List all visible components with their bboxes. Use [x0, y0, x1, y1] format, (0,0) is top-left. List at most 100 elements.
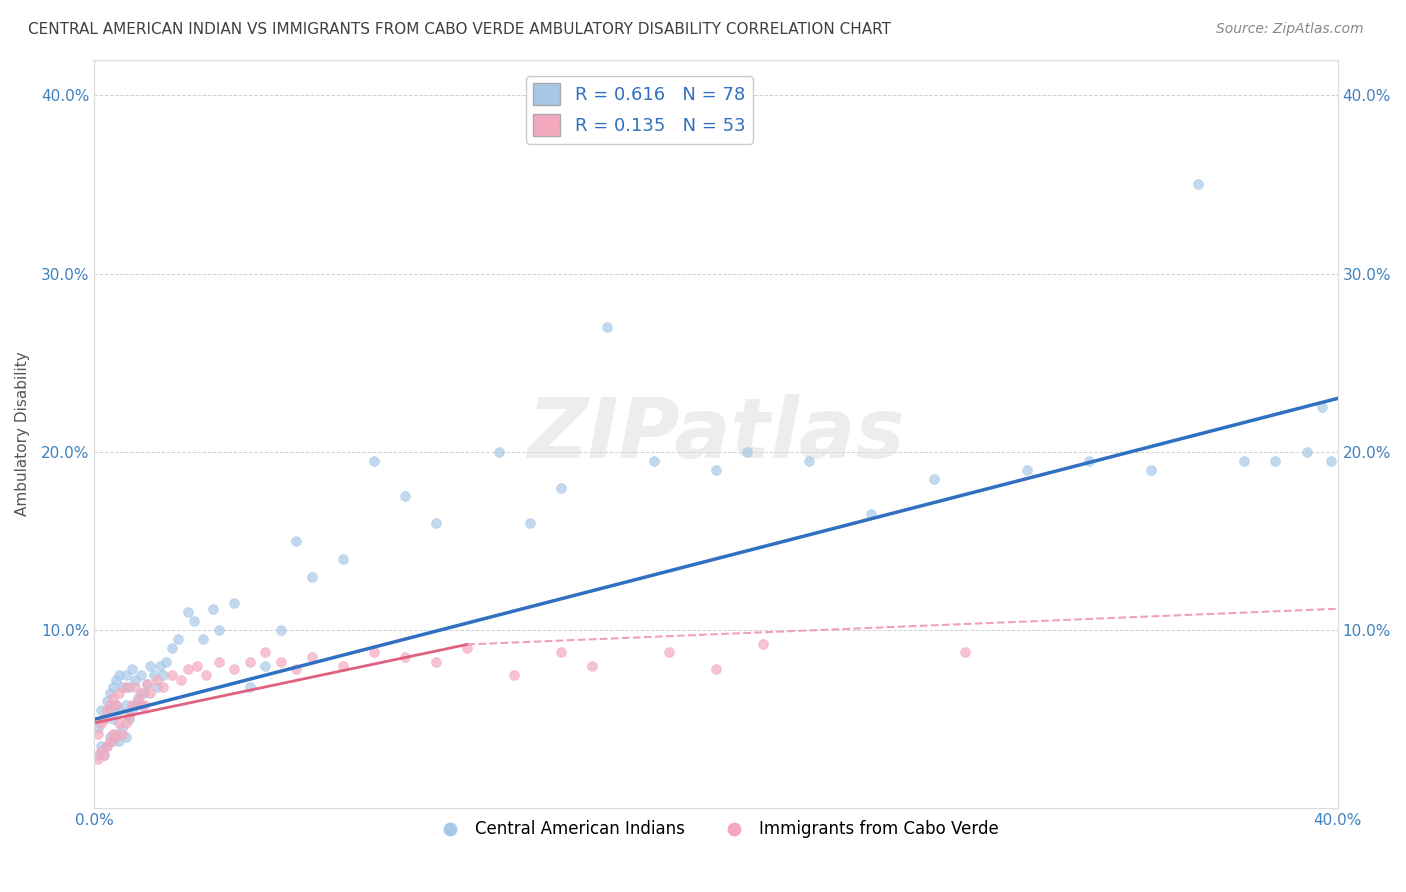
Point: [201, 601, 224, 615]
Point: [183, 614, 205, 628]
Point: [136, 676, 159, 690]
Point: [121, 698, 143, 712]
Point: [93, 747, 115, 762]
Point: [1310, 401, 1333, 415]
Point: [152, 680, 174, 694]
Point: [224, 662, 246, 676]
Point: [127, 694, 149, 708]
Point: [160, 640, 183, 655]
Point: [922, 472, 945, 486]
Point: [751, 637, 773, 651]
Point: [285, 534, 308, 549]
Point: [129, 667, 152, 681]
Point: [98, 685, 121, 699]
Point: [186, 658, 208, 673]
Point: [363, 454, 385, 468]
Point: [363, 644, 385, 658]
Point: [270, 623, 292, 637]
Point: [581, 658, 603, 673]
Point: [124, 673, 146, 687]
Point: [101, 690, 124, 705]
Point: [704, 463, 727, 477]
Point: [121, 703, 143, 717]
Point: [105, 698, 128, 712]
Point: [96, 739, 118, 753]
Point: [90, 715, 112, 730]
Point: [142, 667, 165, 681]
Point: [332, 551, 354, 566]
Point: [145, 673, 167, 687]
Point: [96, 694, 118, 708]
Point: [1078, 454, 1101, 468]
Point: [90, 739, 112, 753]
Point: [860, 508, 883, 522]
Point: [643, 454, 665, 468]
Point: [394, 490, 416, 504]
Point: [111, 726, 134, 740]
Legend: Central American Indians, Immigrants from Cabo Verde: Central American Indians, Immigrants fro…: [426, 814, 1005, 845]
Point: [129, 685, 152, 699]
Point: [134, 685, 156, 699]
Point: [93, 747, 115, 762]
Point: [98, 698, 121, 712]
Point: [170, 673, 193, 687]
Point: [177, 662, 200, 676]
Point: [224, 596, 246, 610]
Text: ZIPatlas: ZIPatlas: [527, 393, 905, 475]
Point: [394, 649, 416, 664]
Point: [139, 658, 162, 673]
Point: [124, 698, 146, 712]
Point: [96, 739, 118, 753]
Point: [208, 655, 231, 669]
Point: [160, 667, 183, 681]
Point: [301, 569, 323, 583]
Point: [195, 667, 218, 681]
Point: [105, 673, 128, 687]
Point: [1295, 445, 1317, 459]
Point: [114, 667, 136, 681]
Point: [129, 698, 152, 712]
Text: CENTRAL AMERICAN INDIAN VS IMMIGRANTS FROM CABO VERDE AMBULATORY DISABILITY CORR: CENTRAL AMERICAN INDIAN VS IMMIGRANTS FR…: [28, 22, 891, 37]
Point: [121, 662, 143, 676]
Point: [86, 721, 108, 735]
Point: [519, 516, 541, 531]
Point: [124, 680, 146, 694]
Point: [658, 644, 681, 658]
Point: [108, 667, 131, 681]
Point: [90, 703, 112, 717]
Point: [239, 680, 262, 694]
Point: [108, 685, 131, 699]
Point: [149, 658, 172, 673]
Point: [503, 667, 526, 681]
Point: [285, 662, 308, 676]
Point: [108, 715, 131, 730]
Point: [1140, 463, 1163, 477]
Point: [98, 703, 121, 717]
Point: [550, 481, 572, 495]
Point: [114, 680, 136, 694]
Point: [108, 703, 131, 717]
Point: [86, 747, 108, 762]
Point: [134, 698, 156, 712]
Point: [90, 744, 112, 758]
Point: [114, 730, 136, 744]
Point: [1233, 454, 1256, 468]
Point: [1187, 178, 1209, 192]
Point: [177, 605, 200, 619]
Point: [86, 726, 108, 740]
Point: [114, 698, 136, 712]
Text: Source: ZipAtlas.com: Source: ZipAtlas.com: [1216, 22, 1364, 37]
Point: [456, 640, 478, 655]
Point: [86, 751, 108, 765]
Point: [111, 680, 134, 694]
Point: [111, 721, 134, 735]
Point: [93, 712, 115, 726]
Point: [98, 733, 121, 747]
Point: [136, 676, 159, 690]
Point: [139, 685, 162, 699]
Point: [114, 715, 136, 730]
Point: [550, 644, 572, 658]
Point: [735, 445, 758, 459]
Point: [101, 733, 124, 747]
Point: [332, 658, 354, 673]
